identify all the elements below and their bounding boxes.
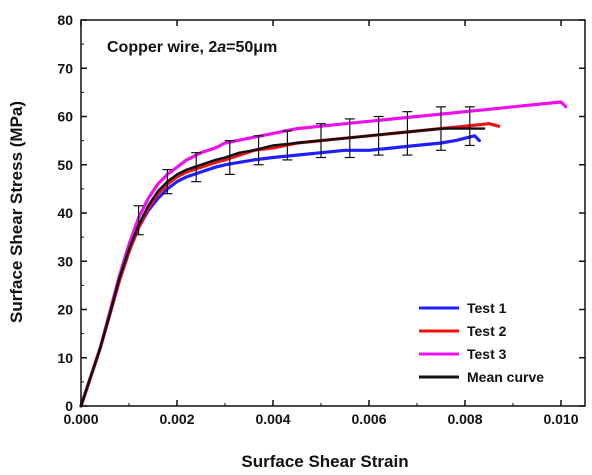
legend-label: Mean curve	[467, 369, 544, 385]
error-bar	[253, 135, 264, 166]
legend: Test 1 Test 2 Test 3 Mean curve	[419, 300, 544, 385]
series-line-test-1	[79, 134, 481, 408]
series-line-test-2	[79, 122, 501, 408]
y-tick-label: 70	[57, 60, 73, 76]
legend-label: Test 1	[467, 300, 507, 316]
legend-label: Test 2	[467, 323, 507, 339]
error-bar	[224, 140, 235, 175]
error-bar	[191, 152, 202, 183]
y-tick-label: 40	[57, 205, 73, 221]
y-tick-label: 50	[57, 157, 73, 173]
legend-item-test-3: Test 3	[419, 346, 507, 362]
y-tick-label: 30	[57, 253, 73, 269]
legend-item-mean-curve: Mean curve	[419, 369, 544, 385]
x-axis-ticks: 0.000 0.002 0.004 0.006 0.008 0.010	[63, 20, 579, 427]
series-line-mean-curve	[79, 127, 486, 408]
error-bars	[133, 106, 475, 236]
error-bar	[282, 130, 293, 161]
series-line-test-3	[79, 100, 568, 408]
error-bar	[436, 106, 446, 151]
y-tick-label: 10	[57, 350, 73, 366]
series-layer	[79, 100, 568, 408]
y-tick-label: 0	[65, 398, 73, 414]
legend-label: Test 3	[467, 346, 507, 362]
legend-item-test-2: Test 2	[419, 323, 507, 339]
error-bar	[344, 118, 355, 159]
x-tick-label: 0.000	[63, 411, 98, 427]
x-axis-title: Surface Shear Strain	[241, 452, 408, 471]
annotation-prefix: Copper wire, 2	[107, 39, 217, 56]
error-bar	[464, 106, 475, 147]
x-tick-label: 0.008	[447, 411, 482, 427]
x-tick-label: 0.002	[159, 411, 194, 427]
y-tick-label: 20	[57, 302, 73, 318]
y-axis-ticks: 0 10 20 30 40 50 60 70 80	[57, 12, 585, 414]
legend-item-test-1: Test 1	[419, 300, 507, 316]
error-bar	[402, 111, 413, 156]
error-bar	[316, 123, 326, 159]
y-tick-label: 80	[57, 12, 73, 28]
annotation-variable: a	[217, 39, 226, 56]
error-bar	[133, 205, 144, 236]
x-tick-label: 0.004	[255, 411, 290, 427]
plot-frame	[80, 19, 586, 407]
error-bar	[162, 168, 173, 195]
y-tick-label: 60	[57, 109, 73, 125]
annotation-suffix: =50μm	[226, 39, 277, 56]
error-bar	[373, 115, 384, 156]
annotation: Copper wire, 2a=50μm	[107, 39, 277, 56]
x-tick-label: 0.010	[543, 411, 578, 427]
y-axis-title: Surface Shear Stress (MPa)	[7, 101, 26, 323]
x-tick-label: 0.006	[351, 411, 386, 427]
